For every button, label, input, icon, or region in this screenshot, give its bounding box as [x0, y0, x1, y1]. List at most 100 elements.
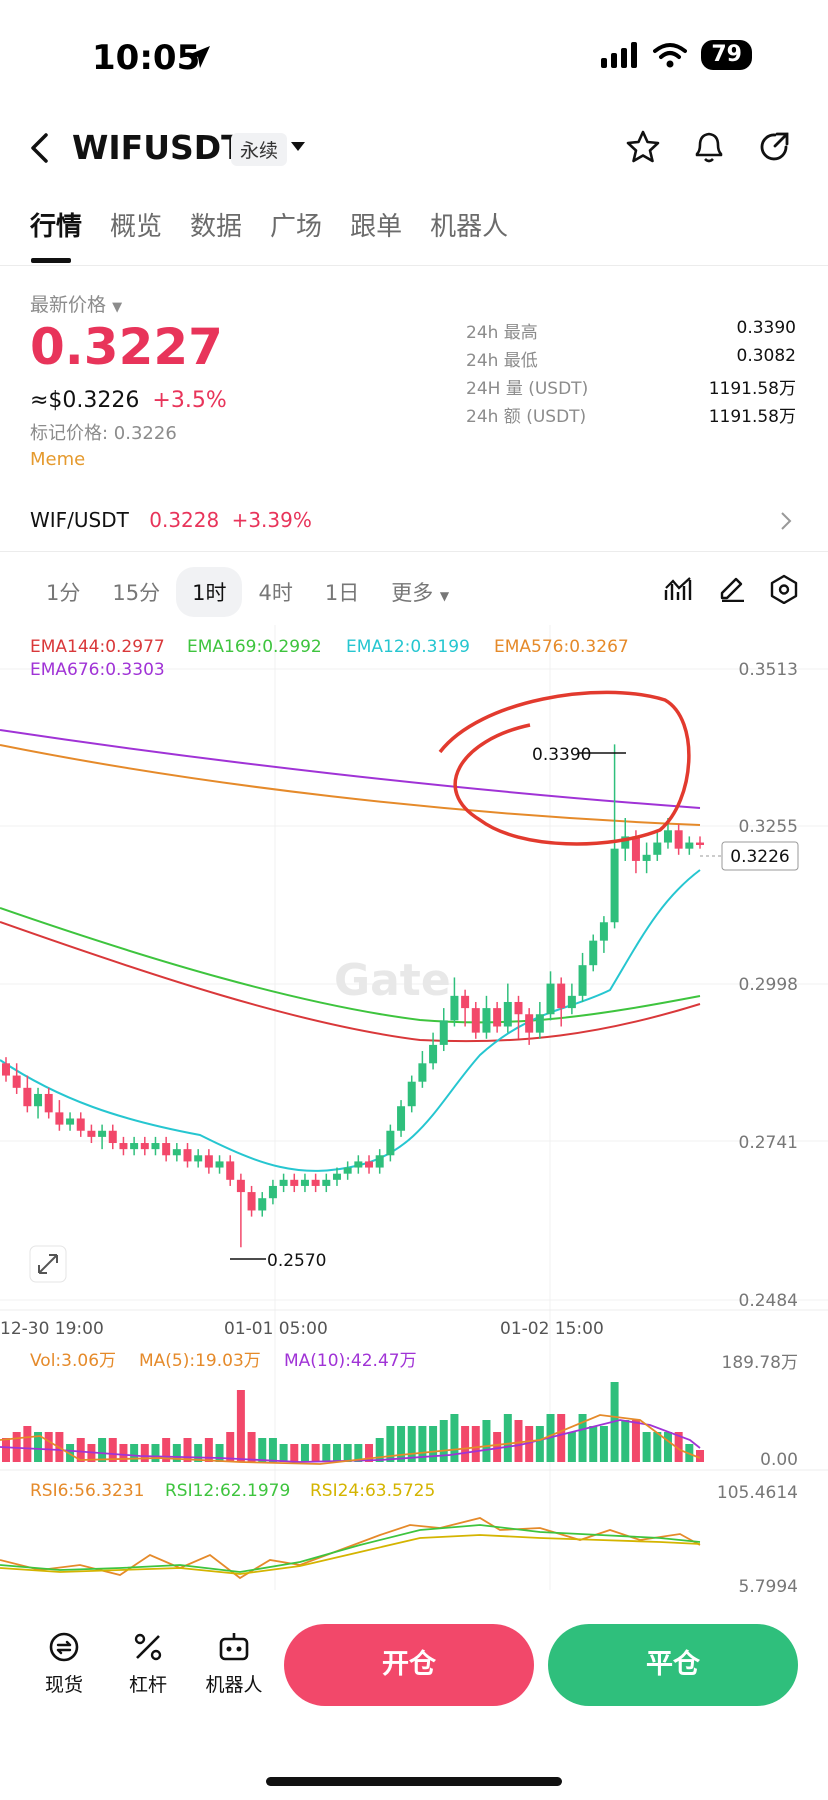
volume-ma5-legend: MA(5):19.03万: [139, 1351, 261, 1371]
share-icon[interactable]: [758, 130, 792, 164]
candle-body: [279, 1179, 288, 1186]
nav-margin[interactable]: 杠杆: [108, 1630, 188, 1697]
candle-body: [140, 1143, 149, 1150]
candle-body: [322, 1179, 331, 1186]
price-tick: 0.2741: [739, 1133, 798, 1153]
candle-body: [557, 983, 566, 1009]
open-position-button[interactable]: 开仓: [284, 1624, 534, 1706]
tab-copy-trading[interactable]: 跟单: [350, 212, 403, 242]
candle-body: [2, 1063, 10, 1076]
volume-bar: [653, 1432, 662, 1462]
rsi12-legend: RSI12:62.1979: [165, 1481, 290, 1501]
volume-bar: [140, 1444, 149, 1462]
price-tick: 0.2998: [739, 975, 798, 995]
volume-bar: [631, 1420, 640, 1462]
star-icon[interactable]: [626, 130, 660, 164]
volume-bar: [130, 1444, 139, 1462]
tab-square[interactable]: 广场: [270, 212, 323, 242]
ema576-legend: EMA576:0.3267: [494, 637, 629, 657]
volume-bar: [215, 1444, 224, 1462]
robot-icon: [219, 1633, 249, 1661]
volume-bar: [2, 1438, 10, 1462]
volume-bar: [450, 1414, 459, 1462]
candle-body: [642, 854, 651, 861]
interval-4h[interactable]: 4时: [258, 581, 293, 605]
tab-overview[interactable]: 概览: [110, 212, 163, 242]
price-chart[interactable]: EMA144:0.2977 EMA169:0.2992 EMA12:0.3199…: [0, 625, 828, 1610]
spot-pair-row[interactable]: WIF/USDT 0.3228 +3.39%: [30, 508, 800, 532]
usd-price-line: ≈$0.3226 +3.5%: [30, 388, 227, 413]
candle-body: [365, 1161, 374, 1168]
candle-body: [172, 1149, 181, 1156]
interval-1h[interactable]: 1时: [176, 567, 243, 617]
volume-ma10-legend: MA(10):42.47万: [284, 1351, 417, 1371]
candle-body: [567, 995, 576, 1009]
caret-down-icon[interactable]: [290, 141, 306, 153]
candle-body: [610, 848, 619, 923]
candle-body: [354, 1161, 363, 1168]
price-tick: 0.3255: [739, 817, 798, 837]
interval-1d[interactable]: 1日: [324, 581, 360, 605]
candle-body: [119, 1143, 128, 1150]
candle-body: [546, 983, 555, 1015]
candle-body: [258, 1198, 267, 1211]
volume-bar: [300, 1444, 309, 1462]
volume-bar: [34, 1432, 43, 1462]
interval-selector: 1分 15分 1时 4时 1日 更多 ▼: [30, 567, 465, 617]
candle-body: [663, 830, 672, 843]
latest-price: 0.3227: [30, 318, 223, 376]
current-price-tag: [721, 841, 799, 871]
bell-icon[interactable]: [692, 128, 726, 166]
back-icon[interactable]: [28, 132, 52, 164]
draw-icon[interactable]: [718, 576, 746, 602]
volume-bar: [439, 1420, 448, 1462]
volume-axis-min: 0.00: [760, 1450, 798, 1470]
volume-bar: [493, 1432, 502, 1462]
volume-bar: [151, 1444, 160, 1462]
candle-body: [685, 842, 694, 849]
candle-body: [98, 1130, 107, 1137]
candle-body: [76, 1118, 85, 1131]
volume-bar: [322, 1444, 331, 1462]
rsi24-legend: RSI24:63.5725: [310, 1481, 435, 1501]
category-tag[interactable]: Meme: [30, 449, 86, 470]
volume-bar: [76, 1438, 85, 1462]
interval-more[interactable]: 更多 ▼: [391, 581, 450, 605]
pair-name: WIF/USDT: [30, 508, 129, 532]
volume-bar: [108, 1438, 117, 1462]
volume-bar: [162, 1438, 171, 1462]
nav-spot[interactable]: 现货: [24, 1630, 104, 1697]
candle-body: [204, 1155, 213, 1168]
close-position-button[interactable]: 平仓: [548, 1624, 798, 1706]
symbol-title[interactable]: WIFUSDT: [72, 128, 244, 167]
candle-body: [247, 1192, 256, 1211]
interval-15m[interactable]: 15分: [112, 581, 161, 605]
interval-1m[interactable]: 1分: [46, 581, 81, 605]
home-indicator: [266, 1777, 562, 1786]
tab-market[interactable]: 行情: [30, 212, 83, 242]
candle-body: [514, 1001, 523, 1015]
pair-price: 0.3228: [149, 508, 220, 532]
spot-icon: [49, 1632, 79, 1662]
indicator-icon[interactable]: [664, 576, 692, 602]
rsi-axis-max: 105.4614: [717, 1483, 798, 1503]
volume-bar: [44, 1432, 53, 1462]
tab-bots[interactable]: 机器人: [430, 212, 509, 242]
latest-price-label[interactable]: 最新价格 ▼: [30, 294, 123, 316]
candle-body: [674, 830, 683, 849]
candle-body: [226, 1161, 235, 1180]
volume-bar: [535, 1426, 544, 1462]
tab-data[interactable]: 数据: [190, 212, 243, 242]
ema169-legend: EMA169:0.2992: [187, 637, 322, 657]
volume-bar: [343, 1444, 352, 1462]
volume-bar: [23, 1426, 32, 1462]
nav-bots[interactable]: 机器人: [194, 1630, 274, 1697]
ema144-line: [0, 921, 701, 1043]
volume-bar: [642, 1432, 651, 1462]
candle-body: [450, 995, 459, 1021]
candle-body: [108, 1130, 117, 1144]
volume-bar: [557, 1414, 566, 1462]
volume-bar: [236, 1390, 245, 1462]
active-tab-indicator: [31, 258, 71, 263]
settings-hexagon-icon[interactable]: [770, 574, 798, 604]
